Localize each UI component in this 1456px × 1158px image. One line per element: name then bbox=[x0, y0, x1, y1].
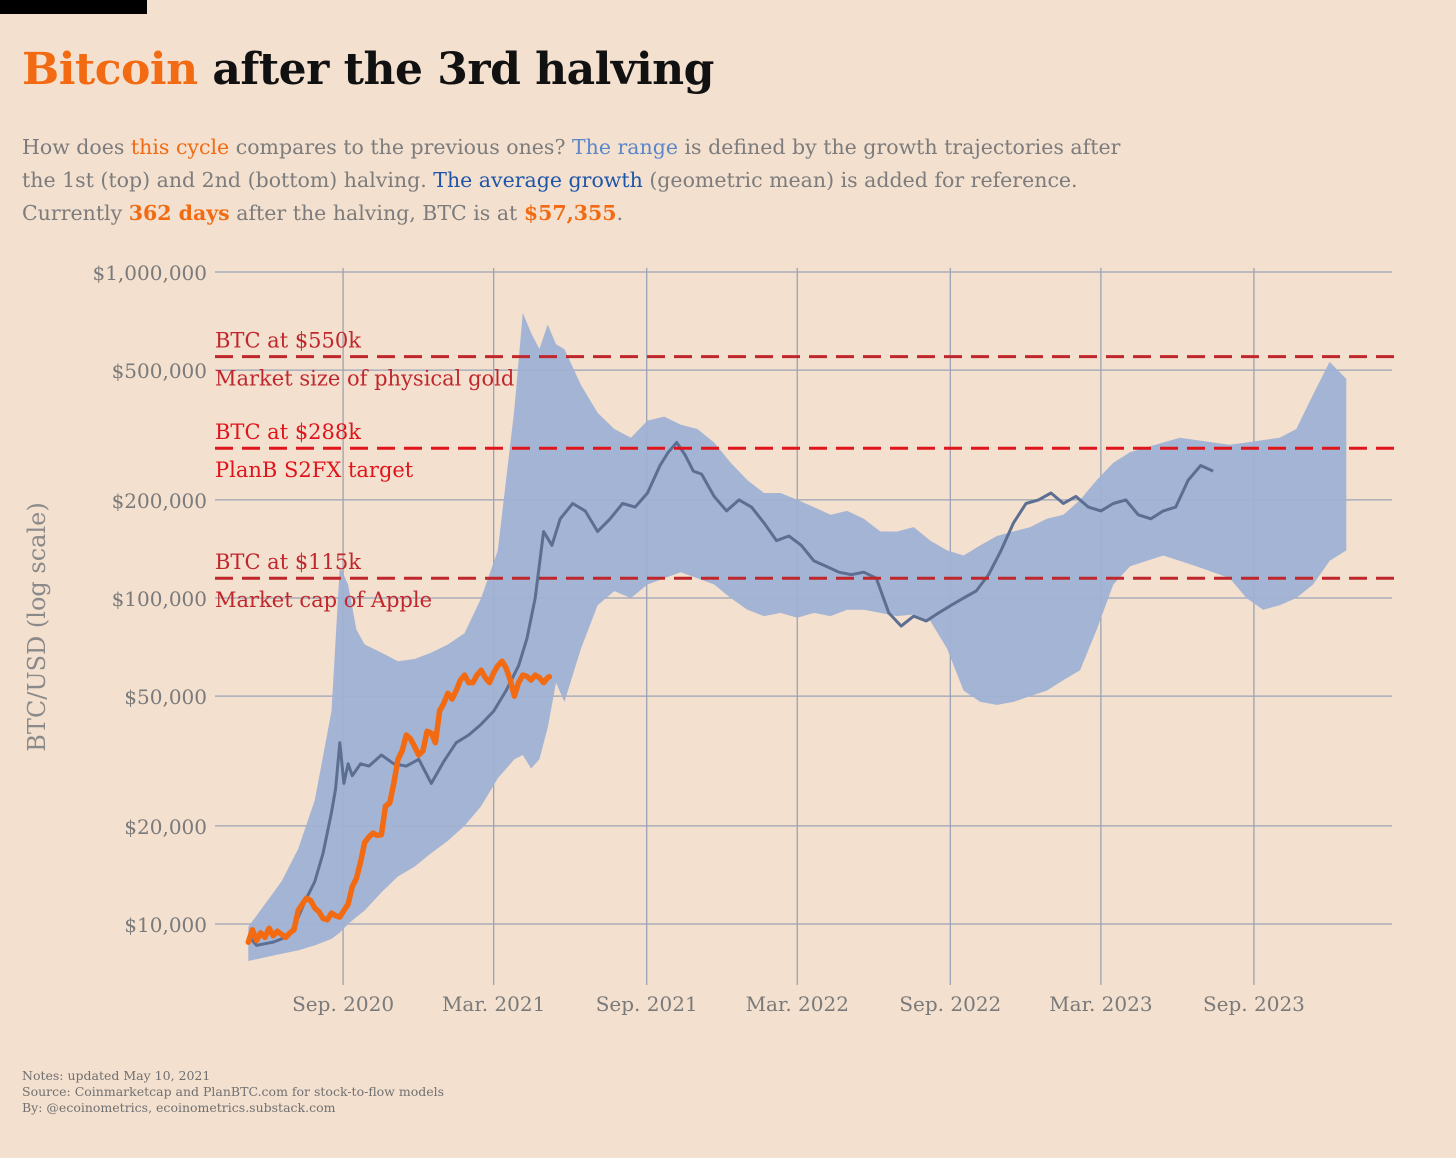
x-tick-labels: Sep. 2020 Mar. 2021 Sep. 2021 Mar. 2022 Sep.… bbox=[292, 992, 1305, 1016]
note-updated: Notes: updated May 10, 2021 bbox=[22, 1068, 211, 1083]
reference-label-bottom: PlanB S2FX target bbox=[215, 458, 414, 482]
range-band bbox=[248, 312, 1347, 961]
subtitle-days: 362 days bbox=[128, 201, 230, 225]
average-growth-line bbox=[247, 441, 1214, 947]
y-tick-label: $10,000 bbox=[124, 913, 207, 937]
x-tick-label: Mar. 2022 bbox=[746, 992, 849, 1016]
subtitle-price: $57,355 bbox=[523, 201, 617, 225]
x-gridlines bbox=[342, 268, 1255, 985]
top-accent-bar bbox=[0, 0, 147, 14]
reference-label-bottom: Market size of physical gold bbox=[215, 367, 514, 391]
subtitle-text-5: after the halving, BTC is at bbox=[229, 201, 524, 225]
this-cycle-layer bbox=[245, 658, 553, 945]
average-line-layer bbox=[247, 441, 1214, 947]
y-tick-labels: $10,000 $20,000 $50,000 $100,000 $200,000 $50… bbox=[92, 261, 207, 937]
x-tick-label: Mar. 2021 bbox=[442, 992, 545, 1016]
this-cycle-line bbox=[245, 658, 553, 945]
subtitle-text-3: is defined by the growth trajectories af… bbox=[22, 135, 1121, 192]
reference-label-top: BTC at $288k bbox=[215, 420, 361, 444]
note-source: Source: Coinmarketcap and PlanBTC.com fo… bbox=[22, 1084, 445, 1099]
subtitle-text-2: compares to the previous ones? bbox=[229, 135, 572, 159]
y-tick-label: $50,000 bbox=[124, 685, 207, 709]
x-tick-label: Mar. 2023 bbox=[1049, 992, 1152, 1016]
subtitle-this-cycle: this cycle bbox=[130, 135, 230, 159]
reference-label-top: BTC at $550k bbox=[215, 329, 361, 353]
x-tick-label: Sep. 2020 bbox=[292, 992, 394, 1016]
x-tick-label: Sep. 2021 bbox=[596, 992, 698, 1016]
y-tick-label: $200,000 bbox=[112, 489, 207, 513]
x-tick-label: Sep. 2023 bbox=[1203, 992, 1305, 1016]
subtitle-text-4: (geometric mean) is added for reference.… bbox=[22, 168, 1078, 225]
subtitle-the-range: The range bbox=[571, 135, 678, 159]
subtitle-text-1: How does bbox=[22, 135, 131, 159]
note-author: By: @ecoinometrics, ecoinometrics.substa… bbox=[22, 1100, 336, 1115]
x-tick-label: Sep. 2022 bbox=[899, 992, 1001, 1016]
chart-subtitle: How does this cycle compares to the prev… bbox=[22, 131, 1142, 230]
y-tick-label: $100,000 bbox=[112, 587, 207, 611]
y-tick-label: $20,000 bbox=[124, 815, 207, 839]
title-accent: Bitcoin bbox=[22, 44, 198, 95]
y-axis-label: BTC/USD (log scale) bbox=[23, 502, 51, 751]
chart-svg: BTC at $550k Market size of physical gold… bbox=[23, 261, 1397, 1016]
y-tick-label: $1,000,000 bbox=[92, 261, 207, 285]
reference-label-top: BTC at $115k bbox=[215, 550, 361, 574]
subtitle-text-6: . bbox=[616, 201, 624, 225]
footnotes: Notes: updated May 10, 2021 Source: Coin… bbox=[22, 1068, 444, 1116]
reference-label-bottom: Market cap of Apple bbox=[215, 588, 432, 612]
y-tick-label: $500,000 bbox=[112, 359, 207, 383]
subtitle-average-growth: The average growth bbox=[433, 168, 643, 192]
chart-title: Bitcoin after the 3rd halving bbox=[22, 44, 714, 95]
reference-lines-layer: BTC at $550k Market size of physical gold… bbox=[215, 329, 1397, 612]
range-band-layer bbox=[248, 312, 1347, 961]
title-rest: after the 3rd halving bbox=[212, 44, 714, 95]
